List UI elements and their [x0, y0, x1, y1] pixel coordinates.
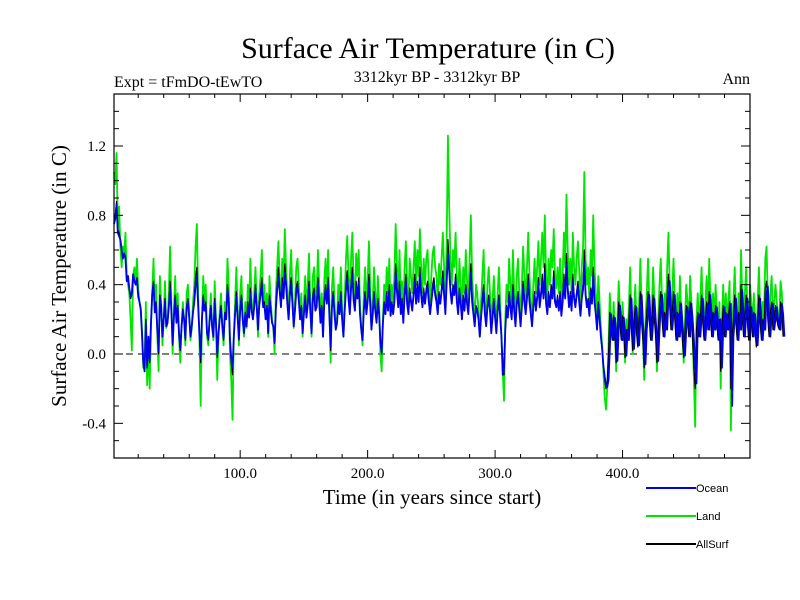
legend-label-ocean: Ocean	[696, 483, 728, 495]
y-tick-label: 0.0	[87, 347, 106, 363]
series-line-land	[113, 134, 785, 432]
y-axis-label: Surface Air Temperature (in C)	[47, 145, 71, 407]
legend: Ocean Land AllSurf	[646, 483, 729, 551]
y-axis: -0.4 0.0 0.4 0.8 1.2	[82, 93, 750, 459]
series-line-ocean	[113, 204, 786, 407]
x-tick-label: 100.0	[223, 466, 257, 482]
y-tick-label: -0.4	[82, 416, 106, 432]
experiment-label: Expt = tFmDO-tEwTO	[114, 74, 262, 91]
x-axis-label: Time (in years since start)	[323, 485, 542, 509]
x-tick-label: 400.0	[606, 466, 640, 482]
x-tick-label: 200.0	[351, 466, 385, 482]
y-tick-label: 1.2	[87, 139, 106, 155]
series-group	[113, 134, 786, 432]
chart-title: Surface Air Temperature (in C)	[241, 32, 615, 65]
y-tick-label: 0.8	[87, 208, 106, 224]
y-tick-label: 0.4	[87, 278, 106, 294]
legend-label-land: Land	[696, 511, 720, 523]
x-axis: 100.0 200.0 300.0 400.0	[137, 94, 726, 482]
legend-label-allsurf: AllSurf	[696, 539, 729, 551]
plot-frame	[113, 93, 751, 459]
season-label: Ann	[722, 71, 750, 88]
x-tick-label: 300.0	[478, 466, 512, 482]
period-label: 3312kyr BP - 3312kyr BP	[354, 69, 521, 86]
